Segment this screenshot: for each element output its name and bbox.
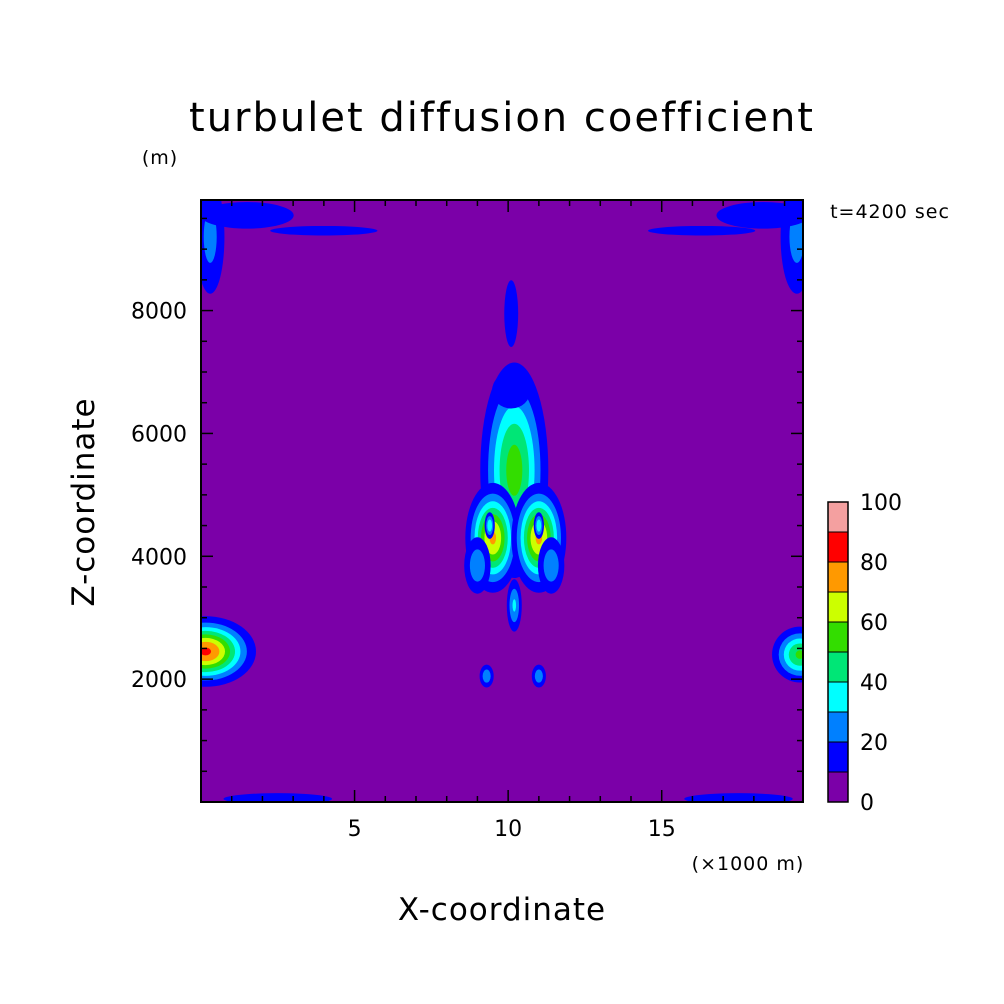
- colorbar-tick-label: 80: [860, 551, 888, 576]
- colorbar-tick-label: 0: [860, 791, 874, 816]
- y-tick-label: 6000: [131, 422, 187, 447]
- x-tick-labels: 5 10 15: [348, 817, 676, 842]
- contour-level-30: [487, 519, 493, 532]
- y-unit-label: (m): [142, 147, 178, 169]
- plot-area: [200, 199, 804, 803]
- x-axis-label: X-coordinate: [398, 892, 606, 928]
- x-unit-label: (×1000 m): [692, 853, 805, 875]
- contour-feature: [464, 537, 491, 594]
- axis-ticks: [201, 200, 803, 802]
- colorbar-tick-label: 60: [860, 611, 888, 636]
- contour-level-20: [534, 669, 543, 683]
- y-tick-label: 8000: [131, 300, 187, 325]
- contour-feature: [201, 202, 294, 229]
- chart-title: turbulet diffusion coefficient: [189, 95, 815, 141]
- contour-feature: [780, 200, 803, 294]
- colorbar-swatch: [827, 771, 849, 803]
- colorbar-swatch: [827, 651, 849, 683]
- colorbar-tick-label: 100: [860, 491, 902, 516]
- contour-feature: [504, 280, 519, 348]
- contour-feature: [648, 225, 756, 236]
- contour-feature: [716, 202, 803, 229]
- contour-level-10: [504, 280, 519, 348]
- contour-feature: [772, 626, 803, 683]
- contour-level-30: [536, 519, 542, 532]
- contour-level-10: [201, 202, 294, 229]
- contour-feature: [479, 664, 494, 688]
- contour-level-50: [795, 650, 803, 659]
- colorbar-swatch: [827, 621, 849, 653]
- contour-level-10: [684, 793, 793, 802]
- x-tick-label: 10: [494, 817, 522, 842]
- contour-feature: [201, 616, 256, 687]
- contour-level-10: [716, 202, 803, 229]
- colorbar-swatch: [827, 711, 849, 743]
- colorbar-swatch: [827, 501, 849, 533]
- contour-feature: [506, 579, 522, 632]
- plot-frame: [200, 199, 804, 803]
- y-tick-label: 4000: [131, 545, 187, 570]
- colorbar-frame: [827, 501, 849, 803]
- colorbar-tick-label: 40: [860, 671, 888, 696]
- colorbar-tick-label: 20: [860, 731, 888, 756]
- contour-feature: [270, 225, 378, 236]
- contour-level-20: [482, 669, 491, 683]
- contour-feature: [684, 793, 793, 802]
- contour-feature: [223, 793, 333, 802]
- contour-feature: [531, 664, 546, 688]
- contour-level-10: [270, 225, 378, 236]
- time-label: t=4200 sec: [830, 201, 950, 223]
- contour-level-50: [506, 444, 523, 496]
- x-tick-label: 5: [348, 817, 362, 842]
- y-tick-label: 2000: [131, 668, 187, 693]
- x-tick-label: 15: [648, 817, 676, 842]
- contour-level-10: [492, 372, 531, 409]
- contour-feature: [533, 512, 544, 539]
- contour-feature: [492, 372, 531, 409]
- contour-field: [201, 200, 803, 802]
- colorbar: 0 20 40 60 80 100: [827, 491, 902, 816]
- colorbar-swatch: [827, 741, 849, 773]
- contour-level-20: [543, 549, 559, 582]
- y-axis-label: Z-coordinate: [66, 397, 102, 606]
- colorbar-swatch: [827, 531, 849, 563]
- colorbar-swatch: [827, 561, 849, 593]
- contour-level-10: [648, 225, 756, 236]
- contour-level-20: [469, 549, 485, 582]
- contour-level-10: [223, 793, 333, 802]
- contour-feature: [537, 537, 565, 594]
- contour-feature: [484, 512, 495, 539]
- colorbar-swatch: [827, 591, 849, 623]
- contour-level-30: [512, 599, 517, 612]
- y-tick-labels: 2000 4000 6000 8000: [131, 300, 187, 694]
- contour-level-80: [201, 647, 212, 656]
- colorbar-swatch: [827, 681, 849, 713]
